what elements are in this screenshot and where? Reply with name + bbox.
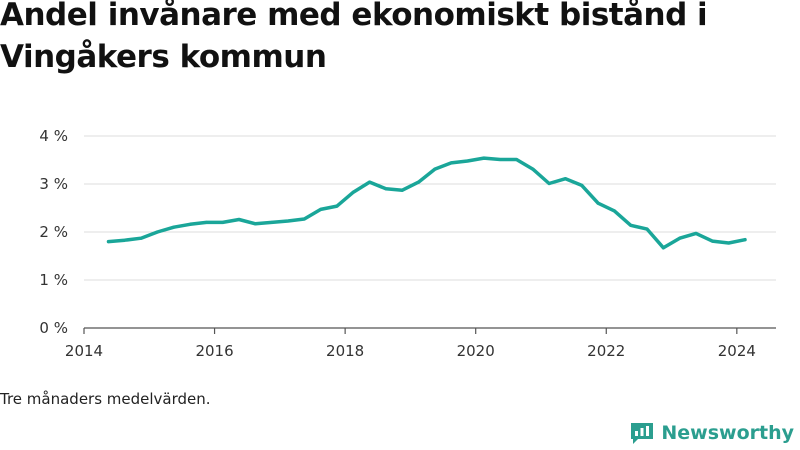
data-point (580, 183, 584, 187)
data-point (270, 220, 274, 224)
y-tick-label: 0 % (39, 319, 68, 337)
data-point (694, 231, 698, 235)
data-point (302, 217, 306, 221)
y-tick-label: 1 % (39, 271, 68, 289)
y-axis-tick-labels: 0 % 1 % 2 % 3 % 4 % (39, 127, 68, 337)
data-point (482, 156, 486, 160)
data-point (449, 161, 453, 165)
data-point (596, 201, 600, 205)
grid-lines (84, 135, 776, 281)
data-point (286, 219, 290, 223)
data-point (106, 240, 110, 244)
x-tick-label: 2024 (718, 342, 756, 360)
data-point (515, 158, 518, 162)
brand-logo: Newsworthy (629, 418, 794, 448)
series-line (106, 156, 747, 250)
data-point (433, 167, 437, 171)
data-point (253, 222, 257, 226)
x-tick-label: 2020 (457, 342, 495, 360)
data-point (547, 182, 551, 186)
data-point (629, 223, 633, 227)
data-point (335, 204, 339, 208)
data-point (612, 209, 616, 213)
data-point (645, 227, 649, 231)
y-tick-label: 4 % (39, 127, 68, 145)
data-point (661, 246, 665, 250)
brand-name: Newsworthy (661, 422, 794, 444)
x-tick-label: 2018 (326, 342, 364, 360)
newsworthy-logo-icon (631, 423, 654, 444)
chart-caption: Tre månaders medelvärden. (0, 390, 211, 408)
data-point (155, 230, 159, 234)
x-tick-label: 2022 (587, 342, 625, 360)
data-point (743, 238, 747, 242)
data-point (727, 241, 731, 245)
line-chart: 0 % 1 % 2 % 3 % 4 % 2014 2016 2018 2020 2022 2024 (39, 127, 776, 360)
data-point (400, 188, 404, 192)
x-tick-label: 2014 (65, 342, 103, 360)
data-point (139, 236, 143, 240)
data-point (188, 222, 192, 226)
series-group (106, 156, 747, 250)
x-axis: 2014 2016 2018 2020 2022 2024 (65, 327, 776, 360)
x-tick-label: 2016 (195, 342, 233, 360)
data-point (221, 220, 225, 224)
data-point (498, 158, 502, 162)
data-point (319, 207, 323, 211)
data-point (172, 225, 176, 229)
data-point (384, 187, 388, 191)
data-point (123, 238, 127, 242)
data-point (368, 180, 372, 184)
data-point (710, 239, 714, 243)
data-point (351, 190, 355, 194)
data-point (466, 159, 470, 163)
data-point (563, 177, 567, 181)
data-point (204, 220, 208, 224)
data-point (237, 218, 241, 222)
y-tick-label: 3 % (39, 175, 68, 193)
chart-title: Andel invånare med ekonomiskt bistånd i … (0, 0, 708, 75)
data-point (531, 167, 535, 171)
y-tick-label: 2 % (39, 223, 68, 241)
data-point (678, 236, 682, 240)
data-point (417, 180, 421, 184)
